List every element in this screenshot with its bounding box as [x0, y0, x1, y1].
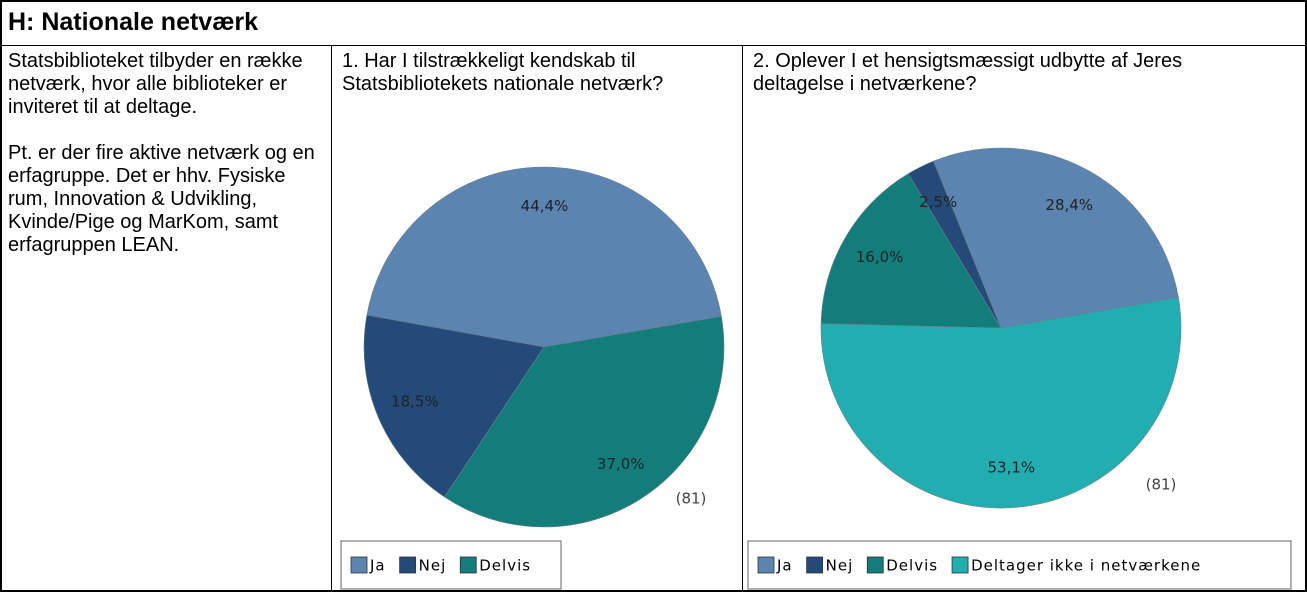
- chart-cell: 44,4% 18,5% 37,0% (81) Ja Nej Delvis 1. Har I …: [331, 45, 743, 592]
- intro-paragraph: Pt. er der fire aktive netværk og en erf…: [8, 142, 315, 256]
- slice-label: 28,4%: [1045, 196, 1093, 214]
- legend-swatch: [806, 556, 824, 574]
- sample-size: (81): [1146, 476, 1177, 494]
- pie-slice: [820, 297, 1182, 509]
- intro-cell: Statsbiblioteket tilbyder en række netvæ…: [0, 45, 332, 592]
- intro-paragraph: Statsbiblioteket tilbyder en række netvæ…: [8, 50, 303, 118]
- legend-box: [747, 540, 1292, 590]
- slice-label: 44,4%: [521, 197, 569, 215]
- legend-label: Delvis: [479, 557, 531, 575]
- pie-chart: 28,4% 2,5% 16,0% 53,1% (81) Ja Nej Delvis Deltag…: [747, 147, 1292, 590]
- slice-label: 37,0%: [597, 455, 645, 473]
- slice-label: 2,5%: [919, 193, 957, 211]
- legend-label: Ja: [776, 557, 793, 575]
- pie-slice: [820, 173, 1002, 329]
- pie-slice: [366, 166, 722, 348]
- slice-label: 18,5%: [391, 393, 439, 411]
- legend-swatch: [459, 556, 477, 574]
- pie-slice: [363, 314, 545, 498]
- sample-size: (81): [676, 490, 707, 508]
- slice-label: 53,1%: [988, 459, 1036, 477]
- pie-slice: [444, 316, 725, 528]
- legend-label: Ja: [369, 557, 386, 575]
- legend-label: Deltager ikke i netværkene: [971, 557, 1201, 575]
- legend-swatch: [350, 556, 368, 574]
- slice-label: 16,0%: [856, 248, 904, 266]
- legend-swatch: [866, 556, 884, 574]
- legend-label: Nej: [419, 557, 447, 575]
- legend-box: [340, 540, 562, 590]
- chart-title: 2. Oplever I et hensigtsmæssigt udbytte …: [753, 50, 1183, 95]
- legend-label: Nej: [826, 557, 854, 575]
- legend-swatch: [399, 556, 417, 574]
- legend-swatch: [757, 556, 775, 574]
- legend-label: Delvis: [886, 557, 938, 575]
- chart-title: 1. Har I tilstrækkeligt kendskab til Sta…: [342, 50, 664, 95]
- legend-swatch: [951, 556, 969, 574]
- chart-cell: 28,4% 2,5% 16,0% 53,1% (81) Ja Nej Delvis Deltag…: [742, 45, 1307, 592]
- pie-slice: [933, 147, 1179, 329]
- pie-chart: 44,4% 18,5% 37,0% (81) Ja Nej Delvis: [340, 166, 725, 590]
- section-title: H: Nationale netværk: [0, 0, 1307, 46]
